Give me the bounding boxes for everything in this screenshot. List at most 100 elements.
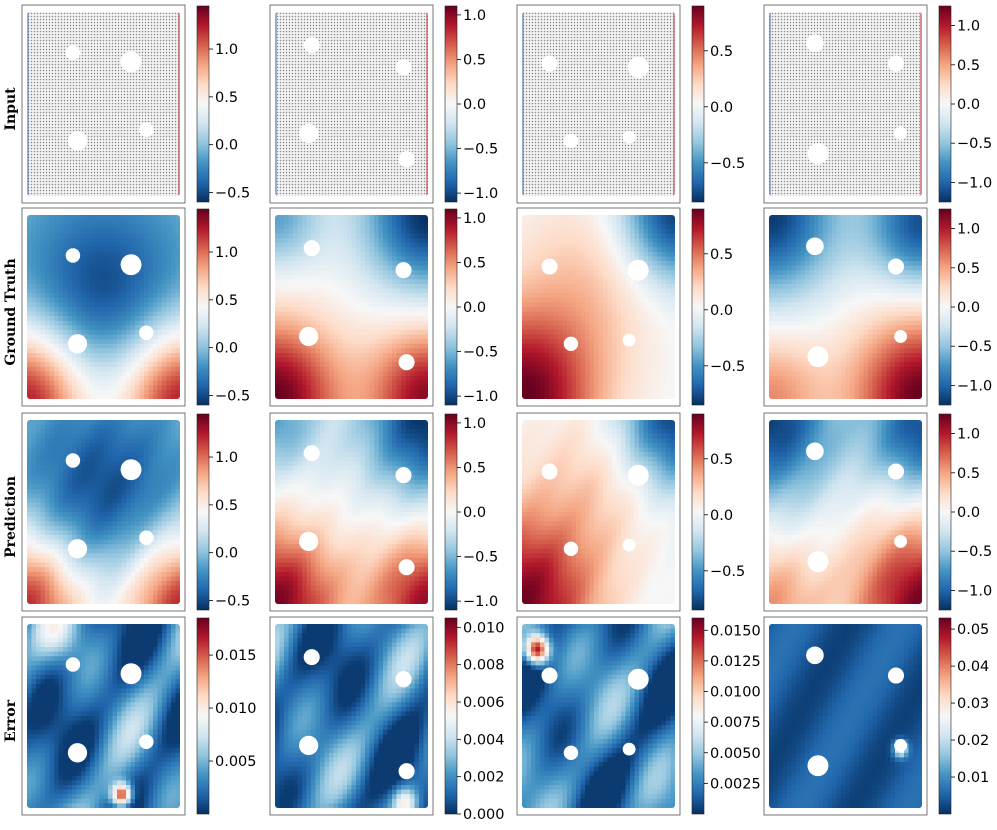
hole bbox=[563, 541, 579, 557]
colorbar-tick-label: 0.5 bbox=[710, 247, 733, 263]
hole bbox=[622, 130, 636, 144]
colorbar-tick-label: −0.5 bbox=[957, 544, 992, 560]
colorbar: 1.0 0.5 0.0 −0.5 −1.0 bbox=[444, 208, 498, 406]
colorbar-tick-label: 0.5 bbox=[710, 44, 733, 60]
hole bbox=[139, 734, 154, 749]
hole bbox=[622, 333, 636, 347]
hole bbox=[806, 34, 824, 53]
colorbar-tick-label: −0.5 bbox=[463, 345, 498, 361]
colorbar-tick-label: 1.0 bbox=[215, 245, 238, 261]
hole bbox=[120, 663, 142, 685]
colorbar-tick-label: −1.0 bbox=[957, 583, 992, 599]
colorbar-tick-label: 0.0 bbox=[957, 97, 980, 113]
row-label: Error bbox=[3, 699, 19, 742]
colorbar: 0.05 0.04 0.03 0.02 0.01 bbox=[938, 617, 989, 815]
panel-1-2: 1.0 0.5 0.0 −0.5 −1.0 bbox=[269, 4, 498, 204]
colorbar-tick-label: 0.015 bbox=[215, 648, 257, 664]
colorbar-tick-label: 0.0 bbox=[710, 508, 733, 524]
hole bbox=[139, 122, 154, 137]
hole bbox=[299, 531, 319, 552]
hole bbox=[887, 463, 905, 480]
hole bbox=[541, 667, 558, 684]
hole bbox=[627, 56, 649, 78]
panel-2-4: 1.0 0.5 0.0 −0.5 −1.0 bbox=[763, 207, 992, 407]
hole bbox=[894, 739, 908, 752]
colorbar-tick-label: 1.0 bbox=[463, 416, 486, 432]
colorbar-tick-label: 0.5 bbox=[463, 52, 486, 68]
colorbar-tick-label: 0.0 bbox=[710, 303, 733, 319]
colorbar: 1.0 0.5 0.0 −0.5 bbox=[196, 413, 250, 611]
colorbar-tick-label: 1.0 bbox=[957, 19, 980, 35]
hole bbox=[303, 445, 320, 462]
panel-3-1: 1.0 0.5 0.0 −0.5 bbox=[21, 412, 250, 612]
panel-1-1: 1.0 0.5 0.0 −0.5 bbox=[21, 4, 250, 204]
colorbar-tick-label: 0.0 bbox=[957, 300, 980, 316]
hole bbox=[120, 254, 142, 276]
colorbar-tick-label: 0.05 bbox=[957, 622, 989, 638]
hole bbox=[806, 237, 824, 256]
panel-1-4: 1.0 0.5 0.0 −0.5 −1.0 bbox=[763, 4, 992, 204]
hole bbox=[303, 240, 320, 257]
colorbar: 1.0 0.5 0.0 −0.5 −1.0 bbox=[938, 208, 992, 406]
hole bbox=[65, 45, 81, 60]
colorbar-tick-label: 1.0 bbox=[215, 42, 238, 58]
colorbar-tick-label: −0.5 bbox=[957, 339, 992, 355]
hole bbox=[807, 755, 829, 777]
hole bbox=[67, 539, 88, 559]
hole bbox=[627, 464, 649, 486]
hole bbox=[398, 559, 415, 576]
colorbar-tick-label: −0.5 bbox=[710, 156, 745, 172]
colorbar-tick-label: 0.5 bbox=[463, 460, 486, 476]
panel-4-1: 0.015 0.010 0.005 bbox=[21, 616, 257, 816]
colorbar-tick-label: 0.04 bbox=[957, 659, 989, 675]
hole bbox=[887, 55, 905, 72]
colorbar-tick-label: 0.5 bbox=[215, 498, 238, 514]
colorbar: 0.5 0.0 −0.5 bbox=[691, 208, 745, 406]
row-labels: Input Ground Truth Prediction Error bbox=[3, 87, 19, 742]
hole bbox=[303, 37, 320, 54]
panel-3-2: 1.0 0.5 0.0 −0.5 −1.0 bbox=[269, 412, 498, 612]
colorbar-tick-label: 0.5 bbox=[463, 255, 486, 271]
colorbar-tick-label: 0.0 bbox=[215, 341, 238, 357]
colorbar-tick-label: 0.005 bbox=[215, 754, 257, 770]
colorbar-tick-label: 1.0 bbox=[463, 211, 486, 227]
hole bbox=[67, 131, 88, 151]
hole bbox=[807, 551, 829, 573]
colorbar-tick-label: 0.0 bbox=[957, 505, 980, 521]
colorbar-tick-label: 0.5 bbox=[215, 293, 238, 309]
colorbar-tick-label: 0.0150 bbox=[710, 623, 761, 639]
colorbar-tick-label: 0.0 bbox=[215, 138, 238, 154]
colorbar-tick-label: −1.0 bbox=[957, 175, 992, 191]
colorbar-tick-label: 0.0075 bbox=[710, 715, 761, 731]
panel-4-2: 0.010 0.008 0.006 0.004 0.002 0.000 bbox=[269, 616, 505, 823]
hole bbox=[299, 123, 319, 144]
hole bbox=[139, 530, 154, 545]
colorbar-tick-label: 0.02 bbox=[957, 733, 989, 749]
hole bbox=[894, 330, 908, 343]
hole bbox=[622, 538, 636, 552]
hole bbox=[894, 535, 908, 548]
hole bbox=[563, 133, 579, 149]
colorbar-tick-label: −0.5 bbox=[463, 550, 498, 566]
hole bbox=[299, 735, 319, 756]
colorbar-tick-label: −0.5 bbox=[710, 359, 745, 375]
hole bbox=[622, 742, 636, 756]
colorbar-tick-label: 0.0050 bbox=[710, 746, 761, 762]
colorbar: 0.5 0.0 −0.5 bbox=[691, 413, 745, 611]
colorbar: 1.0 0.5 0.0 −0.5 −1.0 bbox=[444, 5, 498, 203]
hole bbox=[563, 745, 579, 761]
panel-2-1: 1.0 0.5 0.0 −0.5 bbox=[21, 207, 250, 407]
hole bbox=[299, 326, 319, 347]
hole bbox=[398, 151, 415, 168]
colorbar-tick-label: 0.004 bbox=[463, 732, 505, 748]
colorbar-tick-label: 0.5 bbox=[710, 452, 733, 468]
colorbar: 0.010 0.008 0.006 0.004 0.002 0.000 bbox=[444, 617, 505, 823]
colorbar-tick-label: 0.008 bbox=[463, 658, 505, 674]
hole bbox=[67, 334, 88, 354]
colorbar-tick-label: −0.5 bbox=[215, 593, 250, 609]
row-label: Prediction bbox=[3, 476, 19, 558]
colorbar: 1.0 0.5 0.0 −0.5 bbox=[196, 208, 250, 406]
hole bbox=[303, 649, 320, 666]
colorbar-tick-label: 0.5 bbox=[957, 58, 980, 74]
